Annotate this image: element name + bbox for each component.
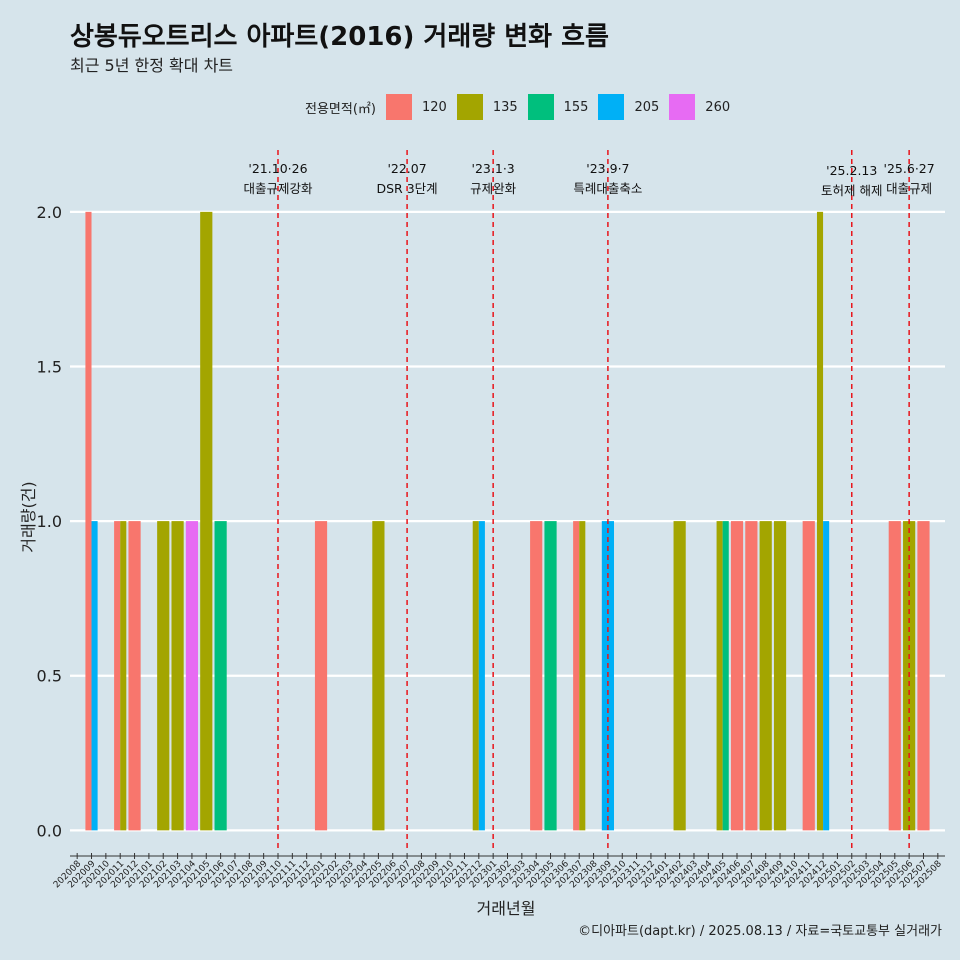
event-label-4: 토허제 해제 [821,183,882,198]
legend-label-205: 205 [634,99,660,115]
y-tick-label-3: 1.5 [37,357,62,376]
legend-item-135: 135 [456,94,518,120]
event-date-0: '21.10·26 [248,161,307,176]
event-date-2: '23.1·3 [472,161,515,176]
bar-202507-120 [917,521,930,831]
bar-202412-135 [816,211,824,831]
bar-202103-135 [171,521,184,831]
bar-202505-120 [888,521,901,831]
bar-202412-205 [823,521,830,831]
bar-202212-205 [478,521,485,831]
bar-202102-135 [157,521,170,831]
y-tick-label-0: 0.0 [37,821,62,840]
event-date-1: '22.07 [387,161,426,176]
event-label-5: 대출규제 [886,181,932,196]
bar-202409-135 [773,521,787,831]
legend-label-155: 155 [563,99,589,115]
bar-202408-135 [759,521,772,831]
bar-202212-135 [472,521,479,831]
bar-202406-120 [730,521,744,831]
event-markers: '21.10·26 대출규제강화 '22.07 DSR 3단계 '23.1·3 규제완화 '… [243,150,935,852]
legend-label-260: 260 [705,99,731,115]
bar-202009-205 [91,521,98,831]
bar-202011-135 [120,521,127,831]
legend-item-205: 205 [598,94,659,120]
event-date-5: '25.6·27 [884,161,935,176]
bar-202105-135 [200,211,213,831]
bar-202201-120 [314,521,328,831]
bar-202104-260 [185,521,199,831]
bar-202304-120 [530,521,543,831]
event-label-0: 대출규제강화 [243,181,313,196]
event-label-2: 규제완화 [470,181,517,196]
bar-202106-155 [214,521,227,831]
x-axis: 2020082020092020102020112020122021012021… [52,853,945,890]
page-subtitle: 최근 5년 한정 확대 차트 [70,56,234,75]
event-label-1: DSR 3단계 [377,181,438,196]
y-tick-label-4: 2.0 [37,203,62,222]
event-date-3: '23.9·7 [586,161,629,176]
bar-202307-120 [573,521,580,831]
bar-202012-120 [128,521,141,831]
y-axis-title: 거래량(건) [19,481,38,552]
page-title: 상봉듀오트리스 아파트(2016) 거래량 변화 흐름 [70,22,609,52]
legend-item-155: 155 [527,94,589,120]
bar-202405-155 [722,521,729,831]
legend: 전용면적(㎡) 120 135 155 205 260 [305,94,740,120]
legend-item-260: 260 [669,94,730,120]
event-label-3: 특례대출축소 [573,181,642,196]
legend-label-135: 135 [492,99,518,115]
legend-swatch-155 [527,94,554,120]
bar-202305-155 [544,521,557,831]
bar-202411-120 [802,521,815,831]
bar-202407-120 [745,521,758,831]
y-tick-label-2: 1.0 [37,512,62,531]
bar-202405-135 [716,521,723,831]
legend-swatch-120 [385,94,412,120]
bar-202307-135 [579,521,586,831]
legend-swatch-205 [598,94,625,120]
legend-swatch-135 [456,94,483,120]
y-tick-label-1: 0.5 [37,667,62,686]
source-caption: ©디아파트(dapt.kr) / 2025.08.13 / 자료=국토교통부 실… [578,924,942,939]
legend-label-120: 120 [421,99,447,115]
legend-title: 전용면적(㎡) [305,101,376,117]
bar-202009-120 [85,211,92,831]
x-axis-title: 거래년월 [477,899,536,918]
y-axis: 0.0 0.5 1.0 1.5 2.0 [37,203,62,841]
bar-202402-135 [673,521,686,831]
bar-202205-135 [372,521,385,831]
event-date-4: '25.2.13 [826,163,877,178]
legend-item-120: 120 [385,94,447,120]
bar-202011-120 [114,521,121,831]
bars [85,211,930,831]
legend-swatch-260 [669,94,696,120]
